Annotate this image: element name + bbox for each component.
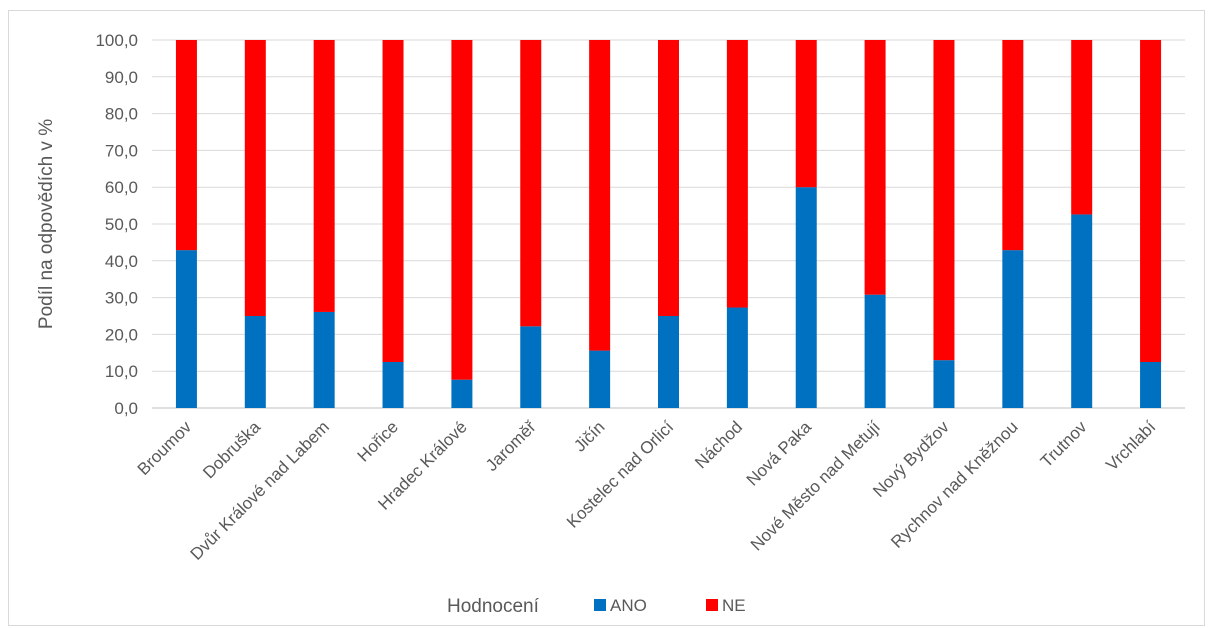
legend-label-ne: NE [722,596,746,615]
bar-ne [313,40,335,312]
x-category-label: Dvůr Králové nad Labem [187,417,333,563]
bar-ne [1002,40,1024,251]
bar-ano [520,326,542,408]
legend-title: Hodnocení [447,596,540,617]
y-tick-label: 30,0 [105,289,138,308]
legend-label-ano: ANO [610,596,647,615]
x-category-label: Jaroměř [482,417,540,475]
bar-ano [864,294,886,408]
y-tick-label: 10,0 [105,362,138,381]
bar-ano [795,187,817,408]
y-tick-label: 0,0 [114,399,138,418]
bar-ano [244,316,266,408]
bar-ne [520,40,542,327]
bar-ne [1140,40,1162,362]
bar-ano [589,350,611,408]
bar-ano [933,360,955,408]
bar-ano [1140,362,1162,408]
y-tick-label: 40,0 [105,252,138,271]
x-category-label: Jičín [570,417,608,455]
y-tick-label: 80,0 [105,105,138,124]
bar-ano [1002,250,1024,408]
y-tick-label: 70,0 [105,141,138,160]
x-category-label: Nové Město nad Metují [747,417,884,554]
y-tick-label: 20,0 [105,325,138,344]
x-category-label: Rychnov nad Kněžnou [887,417,1021,551]
bar-ne [1071,40,1093,215]
y-tick-label: 60,0 [105,178,138,197]
y-tick-label: 100,0 [95,31,138,50]
x-category-label: Náchod [691,417,746,472]
legend-swatch-ne [706,599,718,611]
x-category-label: Trutnov [1037,417,1091,471]
legend-swatch-ano [594,599,606,611]
y-tick-label: 50,0 [105,215,138,234]
bar-ne [589,40,611,351]
bar-ne [933,40,955,361]
bar-ne [244,40,266,316]
bar-ne [382,40,404,362]
y-tick-label: 90,0 [105,68,138,87]
bar-ano [313,311,335,408]
bar-ano [1071,214,1093,408]
x-category-label: Hořice [354,417,402,465]
bar-ne [451,40,473,380]
bar-ne [175,40,197,251]
bar-ano [451,379,473,408]
bar-ano [175,250,197,408]
bar-ne [726,40,748,308]
x-category-label: Dobruška [199,417,264,482]
bar-ano [382,362,404,408]
bar-ne [864,40,886,295]
x-category-label: Broumov [134,417,196,479]
bar-ano [658,316,679,408]
y-axis-title: Podíl na odpovědích v % [36,119,57,329]
bar-ano [726,307,748,408]
bar-ne [658,40,679,316]
x-category-label: Nová Paka [743,417,816,490]
bar-ne [795,40,817,188]
x-category-label: Vrchlabí [1102,417,1159,474]
